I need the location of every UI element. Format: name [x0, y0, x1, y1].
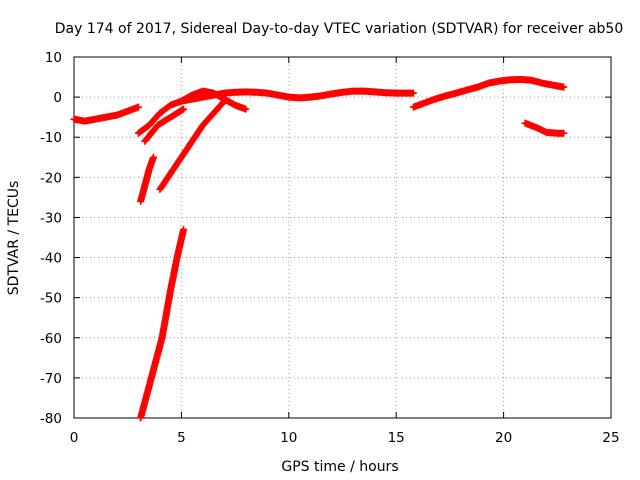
series-arc-1 [70, 103, 142, 125]
x-tick-label: 25 [602, 430, 619, 446]
data-point [242, 105, 250, 113]
data-point [409, 89, 417, 97]
y-tick-label: -50 [40, 291, 62, 307]
y-axis-ticks: 10 0 -10 -20 -30 -40 -50 -60 -70 -80 [40, 50, 611, 427]
data-point [134, 103, 142, 111]
y-tick-label: -20 [40, 170, 62, 186]
x-tick-label: 5 [177, 430, 186, 446]
data-point [180, 225, 188, 233]
x-tick-label: 10 [280, 430, 297, 446]
series-arc-4 [141, 105, 188, 145]
data-point [560, 129, 568, 137]
data-points [70, 75, 568, 422]
y-tick-label: -10 [40, 130, 62, 146]
y-axis-label: SDTVAR / TECUs [6, 181, 22, 296]
series-arc-6 [177, 87, 250, 113]
series-arc-2 [134, 87, 417, 137]
x-tick-label: 0 [70, 430, 79, 446]
x-tick-label: 15 [388, 430, 405, 446]
y-tick-label: -60 [40, 331, 62, 347]
series-arc-8 [409, 75, 568, 111]
y-tick-label: 10 [45, 50, 62, 66]
y-tick-label: -80 [40, 411, 62, 427]
series-arc-7 [137, 225, 188, 422]
data-point [149, 153, 157, 161]
series-arc-5 [156, 97, 228, 193]
x-axis-ticks: 0 5 10 15 20 25 [70, 57, 620, 446]
y-tick-label: 0 [53, 90, 62, 106]
data-point [180, 105, 188, 113]
y-tick-label: -40 [40, 251, 62, 267]
series-arc-9 [521, 119, 568, 137]
chart-title: Day 174 of 2017, Sidereal Day-to-day VTE… [55, 21, 624, 37]
series-arc-3 [137, 153, 157, 205]
y-tick-label: -70 [40, 371, 62, 387]
data-point [560, 83, 568, 91]
x-tick-label: 20 [495, 430, 512, 446]
plot-frame [73, 56, 612, 419]
y-tick-label: -30 [40, 210, 62, 226]
grid [74, 57, 611, 418]
x-axis-label: GPS time / hours [281, 459, 398, 475]
